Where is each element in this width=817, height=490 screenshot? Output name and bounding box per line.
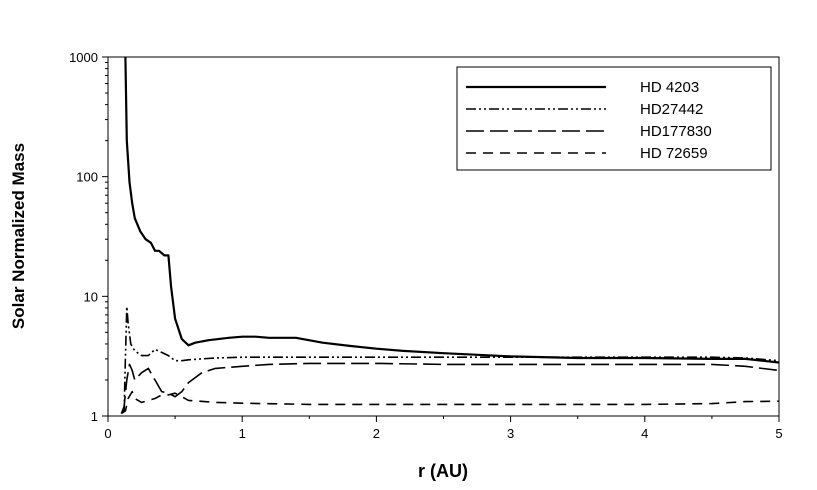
- x-axis-title: r (AU): [418, 461, 468, 481]
- x-tick-label: 4: [641, 426, 648, 441]
- series-line-2: [120, 305, 780, 415]
- series-line-1: [124, 56, 780, 364]
- x-tick-label: 3: [507, 426, 514, 441]
- legend-label: HD177830: [640, 123, 712, 140]
- x-tick-label: 2: [373, 426, 380, 441]
- x-tick-label: 5: [775, 426, 782, 441]
- series-line-4: [120, 390, 780, 415]
- legend: HD 4203 HD27442 HD177830 HD 72659: [456, 66, 772, 171]
- x-tick-label: 1: [239, 426, 246, 441]
- y-tick-label: 1: [91, 409, 98, 424]
- y-axis-title: Solar Normalized Mass: [9, 143, 28, 329]
- series-lines: [120, 56, 780, 415]
- legend-label: HD27442: [640, 101, 703, 118]
- y-tick-label: 100: [76, 170, 98, 185]
- y-tick-label: 10: [84, 289, 98, 304]
- series-line-3: [120, 362, 780, 414]
- x-axis-ticks: 0 1 2 3 4 5: [104, 416, 783, 441]
- legend-box: [456, 66, 772, 171]
- y-axis-ticks: 1 10 100 1000: [69, 50, 108, 424]
- x-tick-label: 0: [104, 426, 111, 441]
- y-tick-label: 1000: [69, 50, 98, 65]
- legend-label: HD 72659: [640, 145, 708, 162]
- legend-label: HD 4203: [640, 79, 699, 96]
